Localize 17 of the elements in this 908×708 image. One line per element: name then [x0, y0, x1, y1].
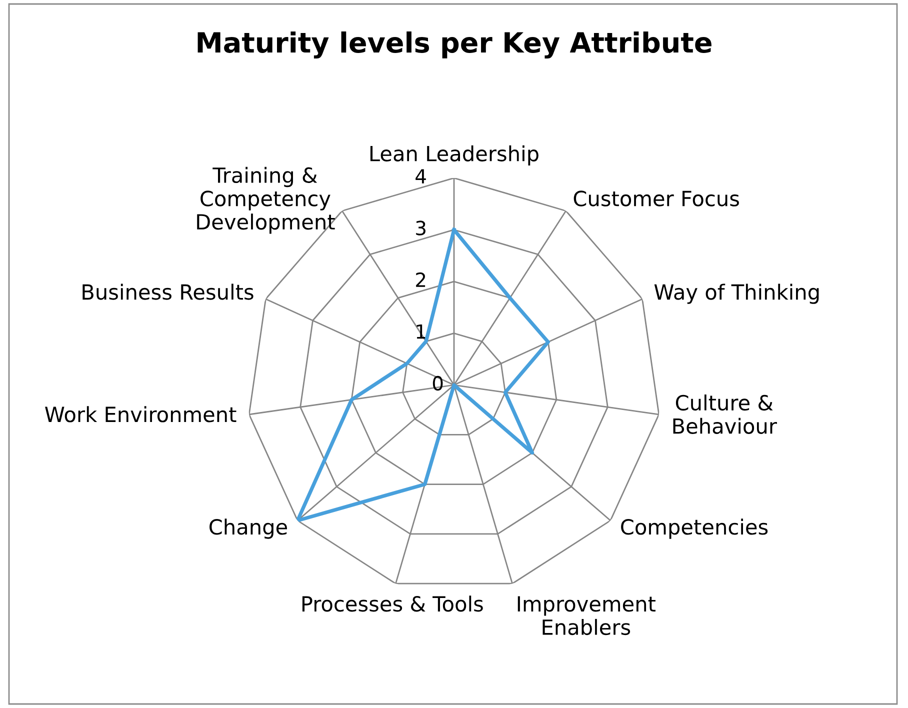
- y-tick-label: 2: [416, 272, 426, 287]
- y-tick-label: 4: [416, 169, 426, 184]
- spoke-label: Training & Competency Development: [197, 166, 335, 234]
- y-tick-label: 3: [416, 220, 426, 236]
- spoke-label: Business Results: [82, 284, 254, 300]
- chart-title: Maturity levels per Key Attribute: [198, 31, 712, 59]
- spoke-label: Way of Thinking: [654, 284, 819, 304]
- spoke-label: Processes & Tools: [302, 596, 483, 612]
- spoke-label: Lean Leadership: [370, 145, 538, 166]
- spoke-label: Competencies: [621, 518, 768, 539]
- spoke-label: Culture & Behaviour: [673, 394, 777, 434]
- y-tick-label: 1: [416, 324, 426, 339]
- spoke-label: Improvement Enablers: [518, 596, 656, 636]
- spoke-label: Work Environment: [45, 406, 236, 422]
- spoke-label: Customer Focus: [574, 190, 739, 206]
- spoke-label: Change: [210, 518, 287, 539]
- y-tick-label: 0: [432, 376, 443, 391]
